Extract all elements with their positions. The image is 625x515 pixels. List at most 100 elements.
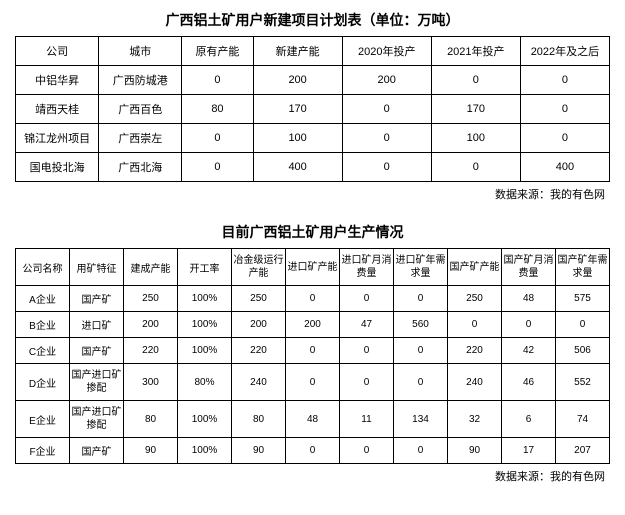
table-cell: 240 — [448, 364, 502, 401]
table-row: C企业国产矿220100%22000022042506 — [16, 338, 610, 364]
table1-header-row: 公司 城市 原有产能 新建产能 2020年投产 2021年投产 2022年及之后 — [16, 37, 610, 66]
table-cell: 国产矿 — [70, 438, 124, 464]
table-cell: 250 — [124, 286, 178, 312]
table1-header-cell: 2021年投产 — [431, 37, 520, 66]
table-cell: 0 — [340, 338, 394, 364]
table-cell: 0 — [520, 95, 609, 124]
table-cell: 17 — [502, 438, 556, 464]
table-cell: E企业 — [16, 401, 70, 438]
table-cell: 广西崇左 — [99, 124, 182, 153]
table-cell: 200 — [342, 66, 431, 95]
table-cell: 0 — [502, 312, 556, 338]
table-row: A企业国产矿250100%25000025048575 — [16, 286, 610, 312]
table-cell: 靖西天桂 — [16, 95, 99, 124]
table2-source: 数据来源：我的有色网 — [15, 468, 610, 484]
table-cell: 32 — [448, 401, 502, 438]
table-row: B企业进口矿200100%20020047560000 — [16, 312, 610, 338]
table-cell: C企业 — [16, 338, 70, 364]
table-row: E企业国产进口矿掺配80100%80481113432674 — [16, 401, 610, 438]
table-cell: 400 — [520, 153, 609, 182]
table-cell: 0 — [431, 66, 520, 95]
table-cell: D企业 — [16, 364, 70, 401]
table-cell: 240 — [232, 364, 286, 401]
table-cell: 100% — [178, 286, 232, 312]
table-cell: 11 — [340, 401, 394, 438]
table-cell: 0 — [182, 153, 253, 182]
table-cell: 200 — [253, 66, 342, 95]
table-cell: 100% — [178, 338, 232, 364]
table2: 公司名称 用矿特征 建成产能 开工率 冶金级运行产能 进口矿产能 进口矿月消费量… — [15, 248, 610, 464]
table-cell: 552 — [556, 364, 610, 401]
table-cell: 250 — [232, 286, 286, 312]
table-cell: 74 — [556, 401, 610, 438]
table-cell: 0 — [340, 438, 394, 464]
table-cell: 48 — [286, 401, 340, 438]
table-row: 靖西天桂广西百色8017001700 — [16, 95, 610, 124]
table-cell: 国产矿 — [70, 286, 124, 312]
table-cell: 220 — [232, 338, 286, 364]
table1-title: 广西铝土矿用户新建项目计划表（单位：万吨） — [15, 10, 610, 30]
table-cell: 300 — [124, 364, 178, 401]
table2-header-row: 公司名称 用矿特征 建成产能 开工率 冶金级运行产能 进口矿产能 进口矿月消费量… — [16, 249, 610, 286]
table-cell: 100% — [178, 438, 232, 464]
table-cell: 400 — [253, 153, 342, 182]
table1-section: 广西铝土矿用户新建项目计划表（单位：万吨） 公司 城市 原有产能 新建产能 20… — [15, 10, 610, 202]
table1-header-cell: 公司 — [16, 37, 99, 66]
table-cell: 90 — [448, 438, 502, 464]
table-cell: 0 — [342, 124, 431, 153]
table-row: 锦江龙州项目广西崇左010001000 — [16, 124, 610, 153]
table-cell: 国电投北海 — [16, 153, 99, 182]
table-cell: B企业 — [16, 312, 70, 338]
table-cell: 0 — [340, 364, 394, 401]
table-cell: 0 — [286, 286, 340, 312]
table2-section: 目前广西铝土矿用户生产情况 公司名称 用矿特征 建成产能 开工率 冶金级运行产能… — [15, 222, 610, 484]
table-cell: 100% — [178, 401, 232, 438]
table2-header-cell: 国产矿产能 — [448, 249, 502, 286]
table-row: D企业国产进口矿掺配30080%24000024046552 — [16, 364, 610, 401]
table-cell: 42 — [502, 338, 556, 364]
table-cell: 0 — [342, 153, 431, 182]
table1-header-cell: 2022年及之后 — [520, 37, 609, 66]
table-cell: 广西北海 — [99, 153, 182, 182]
table-cell: 广西防城港 — [99, 66, 182, 95]
table-cell: 0 — [286, 438, 340, 464]
table-cell: 506 — [556, 338, 610, 364]
table-cell: 200 — [232, 312, 286, 338]
table-cell: A企业 — [16, 286, 70, 312]
table1-header-cell: 2020年投产 — [342, 37, 431, 66]
table-cell: 200 — [286, 312, 340, 338]
table2-title: 目前广西铝土矿用户生产情况 — [15, 222, 610, 242]
table-cell: 80% — [178, 364, 232, 401]
table1-header-cell: 城市 — [99, 37, 182, 66]
table-row: 中铝华昇广西防城港020020000 — [16, 66, 610, 95]
table-cell: 0 — [286, 338, 340, 364]
table-cell: 46 — [502, 364, 556, 401]
table1-source: 数据来源：我的有色网 — [15, 186, 610, 202]
table-cell: 国产进口矿掺配 — [70, 401, 124, 438]
table-cell: 80 — [124, 401, 178, 438]
table-cell: 国产矿 — [70, 338, 124, 364]
table-cell: 0 — [431, 153, 520, 182]
table-cell: 0 — [286, 364, 340, 401]
table2-header-cell: 进口矿年需求量 — [394, 249, 448, 286]
table-cell: 0 — [182, 124, 253, 153]
table-cell: 575 — [556, 286, 610, 312]
table2-header-cell: 开工率 — [178, 249, 232, 286]
table2-header-cell: 冶金级运行产能 — [232, 249, 286, 286]
table-cell: 90 — [124, 438, 178, 464]
table-cell: 0 — [556, 312, 610, 338]
table-cell: 134 — [394, 401, 448, 438]
table-cell: 0 — [394, 286, 448, 312]
table-cell: 100 — [253, 124, 342, 153]
table-cell: 47 — [340, 312, 394, 338]
table-cell: 48 — [502, 286, 556, 312]
table-cell: F企业 — [16, 438, 70, 464]
table2-header-cell: 进口矿月消费量 — [340, 249, 394, 286]
table-cell: 6 — [502, 401, 556, 438]
table-cell: 0 — [394, 364, 448, 401]
table1: 公司 城市 原有产能 新建产能 2020年投产 2021年投产 2022年及之后… — [15, 36, 610, 182]
table-cell: 100 — [431, 124, 520, 153]
table2-header-cell: 建成产能 — [124, 249, 178, 286]
table-cell: 207 — [556, 438, 610, 464]
table-cell: 250 — [448, 286, 502, 312]
